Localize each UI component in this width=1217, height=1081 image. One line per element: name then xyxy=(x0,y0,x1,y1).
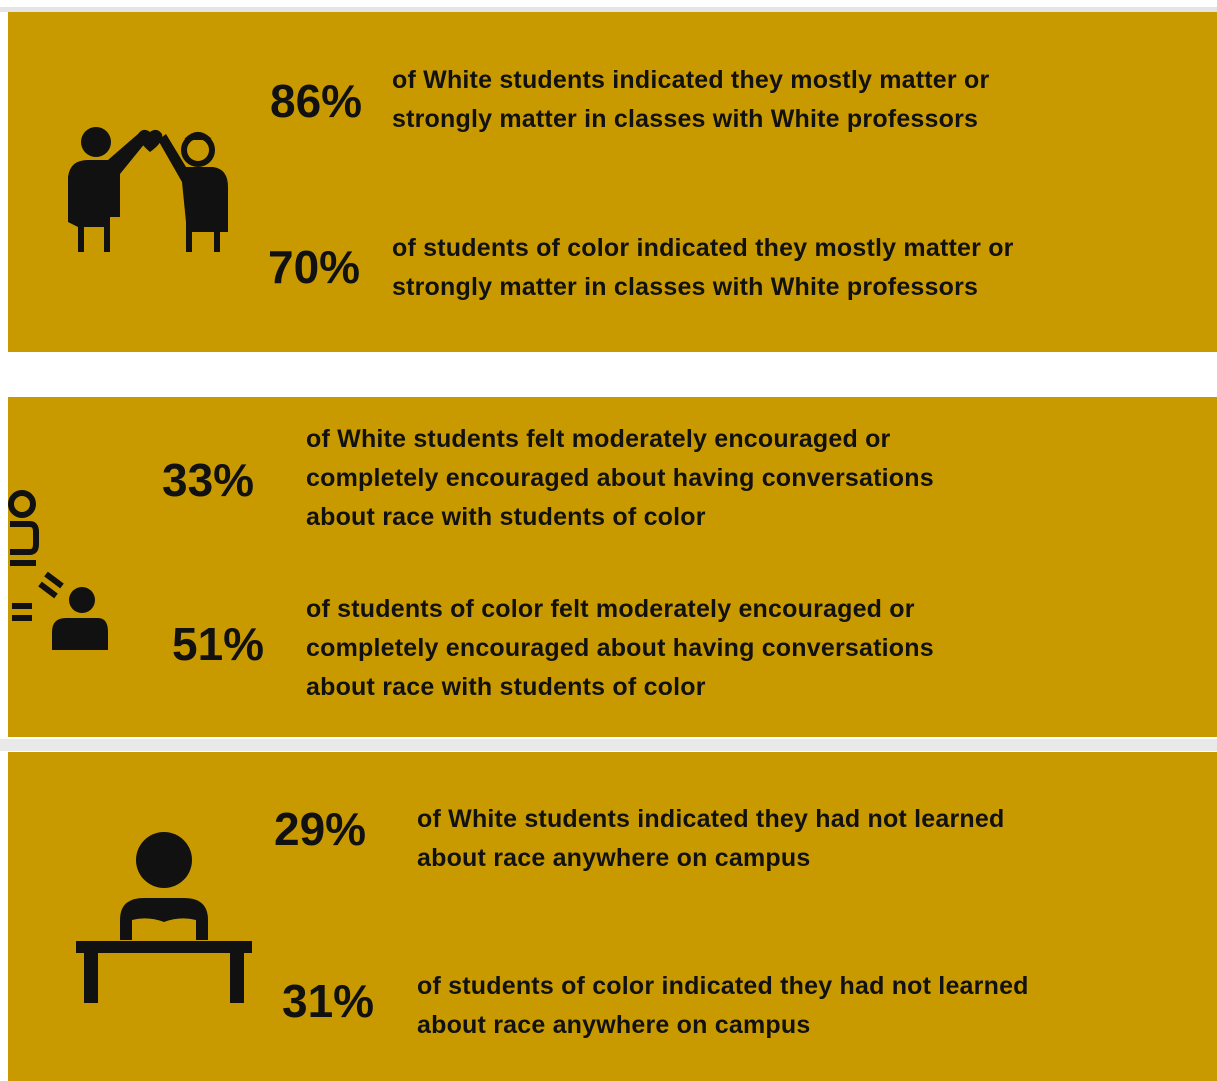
description-line: completely encouraged about having conve… xyxy=(306,464,934,492)
stat-description: of students of color indicated they had … xyxy=(417,967,1029,1045)
panel: 86% of White students indicated they most… xyxy=(8,12,1217,352)
description-line: strongly matter in classes with White pr… xyxy=(392,273,979,301)
stat-description: of students of color indicated they most… xyxy=(392,229,1014,307)
stat-description: of White students felt moderately encour… xyxy=(306,420,934,537)
stat-value: 70% xyxy=(268,241,361,293)
description-line: strongly matter in classes with White pr… xyxy=(392,105,979,133)
description-line: about race with students of color xyxy=(306,503,706,531)
high-five-icon xyxy=(68,127,228,252)
description-line: completely encouraged about having conve… xyxy=(306,634,934,662)
description-line: about race anywhere on campus xyxy=(417,844,811,872)
description-line: of students of color felt moderately enc… xyxy=(306,595,915,623)
description-line: about race with students of color xyxy=(306,673,706,701)
stat-description: of students of color felt moderately enc… xyxy=(306,590,934,707)
stat-value: 33% xyxy=(162,454,255,506)
description-line: about race anywhere on campus xyxy=(417,1011,811,1039)
panel: 33% of White students felt moderately enc… xyxy=(8,397,1217,737)
stat-description: of White students indicated they mostly … xyxy=(392,61,989,139)
reader-icon xyxy=(76,832,252,1003)
stat-value: 31% xyxy=(282,975,375,1027)
stat-description: of White students indicated they had not… xyxy=(417,800,1004,878)
description-line: of White students felt moderately encour… xyxy=(306,425,891,453)
stat-value: 51% xyxy=(172,618,265,670)
stat-value: 86% xyxy=(270,75,363,127)
panel: 29% of White students indicated they had … xyxy=(8,752,1217,1081)
conversation-icon xyxy=(8,490,108,650)
description-line: of students of color indicated they most… xyxy=(392,234,1014,262)
stat-value: 29% xyxy=(274,803,367,855)
description-line: of White students indicated they had not… xyxy=(417,805,1005,833)
top-rule xyxy=(0,7,1217,12)
description-line: of students of color indicated they had … xyxy=(417,972,1029,1000)
separator xyxy=(0,739,1217,751)
description-line: of White students indicated they mostly … xyxy=(392,66,990,94)
